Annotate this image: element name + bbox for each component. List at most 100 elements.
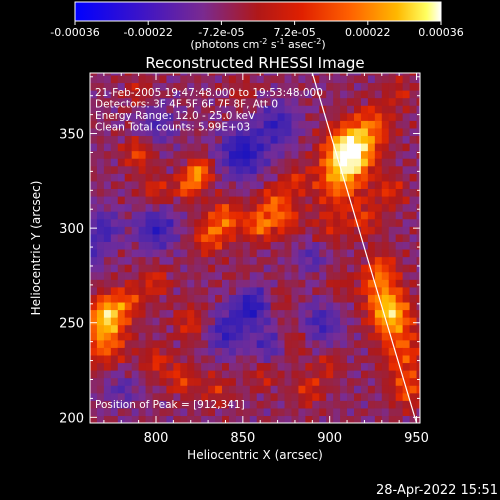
heatmap-cell <box>284 211 293 220</box>
heatmap-cell <box>138 279 147 288</box>
heatmap-cell <box>110 135 119 144</box>
heatmap-cell <box>256 74 265 84</box>
heatmap-cell <box>96 82 105 91</box>
heatmap-cell <box>277 317 286 326</box>
heatmap-cell <box>117 339 126 348</box>
heatmap-cell <box>319 135 327 144</box>
heatmap-cell <box>159 188 168 197</box>
heatmap-cell <box>103 150 112 159</box>
heatmap-cell <box>222 97 230 106</box>
heatmap-cell <box>347 241 355 250</box>
heatmap-cell <box>201 279 209 288</box>
heatmap-cell <box>96 188 105 197</box>
heatmap-cell <box>249 377 258 386</box>
heatmap-cell <box>152 354 161 364</box>
heatmap-cell <box>103 105 112 114</box>
heatmap-cell <box>256 248 265 258</box>
heatmap-cell <box>409 309 418 318</box>
heatmap-cell <box>354 407 362 417</box>
heatmap-cell <box>340 385 348 394</box>
heatmap-cell <box>215 248 223 258</box>
heatmap-cell <box>367 188 376 197</box>
heatmap-cell <box>381 377 390 386</box>
heatmap-cell <box>138 90 147 99</box>
heatmap-cell <box>277 354 286 364</box>
heatmap-cell <box>263 135 272 144</box>
heatmap-cell <box>235 415 244 423</box>
heatmap-cell <box>305 362 313 371</box>
heatmap-cell <box>242 120 251 129</box>
heatmap-cell <box>381 165 390 174</box>
heatmap-cell <box>180 226 188 235</box>
heatmap-cell <box>159 339 168 348</box>
heatmap-cell <box>388 309 397 318</box>
heatmap-cell <box>395 90 404 99</box>
heatmap-cell <box>110 354 119 364</box>
heatmap-cell <box>215 150 223 159</box>
heatmap-cell <box>166 324 174 333</box>
heatmap-cell <box>145 143 154 152</box>
heatmap-cell <box>416 165 420 174</box>
heatmap-cell <box>333 112 341 121</box>
heatmap-cell <box>166 82 174 91</box>
heatmap-cell <box>235 226 244 235</box>
heatmap-cell <box>166 112 174 121</box>
heatmap-cell <box>388 385 397 394</box>
heatmap-cell <box>416 143 420 152</box>
heatmap-cell <box>138 127 147 137</box>
x-axis-label: Heliocentric X (arcsec) <box>187 448 323 462</box>
heatmap-cell <box>388 165 397 174</box>
heatmap-cell <box>340 407 348 417</box>
heatmap-cell <box>263 241 272 250</box>
heatmap-cell <box>187 195 195 205</box>
heatmap-cell <box>395 354 404 364</box>
heatmap-cell <box>367 90 376 99</box>
heatmap-cell <box>90 347 98 356</box>
heatmap-cell <box>145 256 154 265</box>
heatmap-cell <box>222 211 230 220</box>
heatmap-cell <box>242 241 251 250</box>
heatmap-cell <box>152 339 161 348</box>
heatmap-cell <box>228 158 237 167</box>
heatmap-cell <box>305 135 313 144</box>
heatmap-cell <box>367 82 376 91</box>
heatmap-cell <box>347 264 355 273</box>
heatmap-cell <box>298 309 306 318</box>
heatmap-cell <box>319 203 327 212</box>
heatmap-cell <box>166 173 174 182</box>
heatmap-cell <box>354 294 362 303</box>
heatmap-cell <box>208 354 216 364</box>
heatmap-cell <box>159 112 168 121</box>
heatmap-cell <box>284 73 293 76</box>
heatmap-cell <box>235 339 244 348</box>
heatmap-cell <box>291 392 300 401</box>
y-axis-label: Heliocentric Y (arcsec) <box>29 181 43 316</box>
heatmap-cell <box>374 339 383 348</box>
heatmap-cell <box>291 377 300 386</box>
heatmap-cell <box>235 332 244 341</box>
heatmap-cell <box>249 112 258 121</box>
heatmap-cell <box>409 173 418 182</box>
heatmap-cell <box>360 309 369 318</box>
heatmap-cell <box>138 105 147 114</box>
heatmap-cell <box>152 279 161 288</box>
heatmap-cell <box>152 256 161 265</box>
heatmap-cell <box>381 324 390 333</box>
heatmap-cell <box>208 286 216 295</box>
heatmap-cell <box>138 415 147 423</box>
heatmap-cell <box>291 347 300 356</box>
heatmap-cell <box>291 407 300 417</box>
heatmap-cell <box>180 112 188 121</box>
heatmap-cell <box>228 324 237 333</box>
heatmap-cell <box>291 226 300 235</box>
heatmap-cell <box>235 407 244 417</box>
heatmap-cell <box>347 97 355 106</box>
heatmap-cell <box>340 233 348 242</box>
heatmap-cell <box>166 271 174 280</box>
heatmap-cell <box>360 279 369 288</box>
heatmap-cell <box>187 158 195 167</box>
heatmap-cell <box>90 211 98 220</box>
heatmap-cell <box>242 385 251 394</box>
heatmap-cell <box>367 324 376 333</box>
heatmap-cell <box>319 143 327 152</box>
